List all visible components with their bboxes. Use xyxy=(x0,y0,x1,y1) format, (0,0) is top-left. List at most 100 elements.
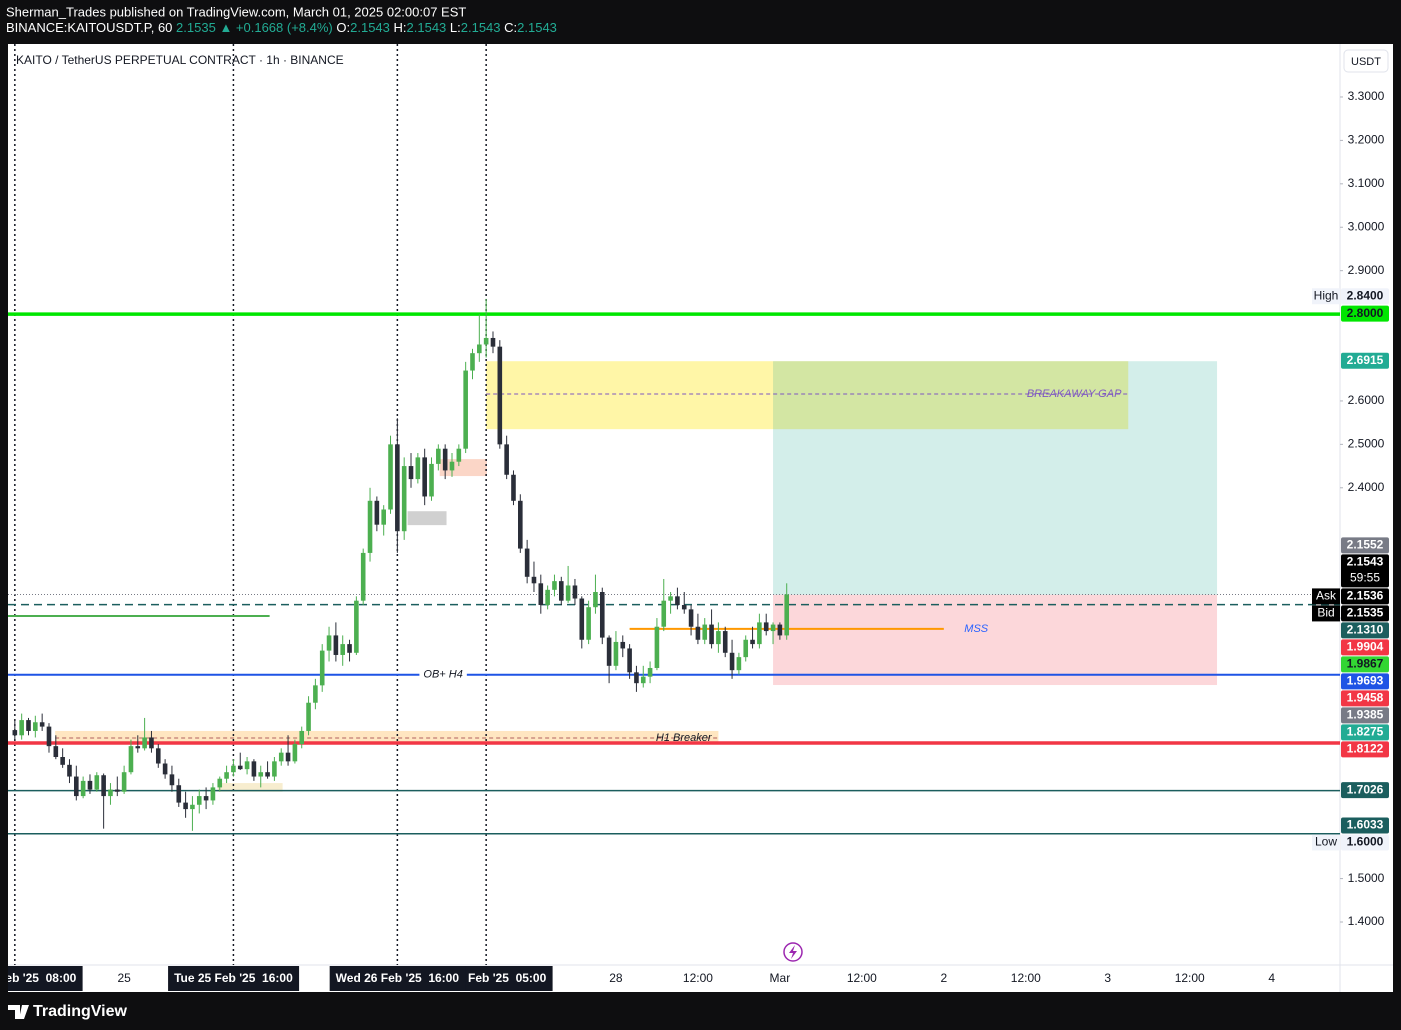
drawing-label: H1 Breaker xyxy=(656,732,713,744)
price-badge-label: 1.8122 xyxy=(1347,742,1384,756)
price-tag xyxy=(1312,834,1340,851)
profit-zone xyxy=(773,361,1218,595)
y-tick-label: 2.4000 xyxy=(1348,480,1385,494)
y-tick-label: 3.0000 xyxy=(1348,219,1385,233)
x-tick-label: 28 xyxy=(609,971,623,985)
candle-body xyxy=(750,639,755,645)
logo-mark xyxy=(8,1005,29,1019)
candle-body xyxy=(94,775,100,790)
y-tick-label: 3.3000 xyxy=(1348,89,1385,103)
price-tag xyxy=(1312,605,1340,622)
x-tick-label: 12:00 xyxy=(1175,971,1205,985)
symbol-line: BINANCE:KAITOUSDT.P, 60 2.1535 ▲ +0.1668… xyxy=(6,20,557,35)
candle-body xyxy=(757,622,762,645)
candle-body xyxy=(442,448,448,471)
y-tick-label: 2.9000 xyxy=(1348,263,1385,277)
candle-body xyxy=(196,796,202,805)
candle-body xyxy=(169,774,175,786)
x-tick-label: 12:00 xyxy=(847,971,877,985)
ohlc-value: 2.1543 xyxy=(517,20,557,35)
price-badge-label: 1.8275 xyxy=(1347,725,1384,739)
candle-body xyxy=(709,624,714,645)
candle-body xyxy=(258,772,264,777)
symbol: BINANCE:KAITOUSDT.P, 60 xyxy=(6,20,172,35)
candle-body xyxy=(477,344,482,354)
last-price: 2.1535 xyxy=(176,20,216,35)
price-badge xyxy=(1341,741,1389,758)
candle-body xyxy=(33,722,38,731)
price-badge xyxy=(1341,622,1389,639)
candle-body xyxy=(60,757,65,765)
price-badge-label: 2.1310 xyxy=(1347,623,1384,637)
candle-body xyxy=(278,752,284,762)
price-badge xyxy=(1341,707,1389,724)
candle-body xyxy=(490,337,496,347)
plot-area: BREAKAWAY GAP MSS OB+ H4 H1 Breaker xyxy=(8,44,1340,965)
candle-body xyxy=(552,581,557,590)
x-tick-label: 25 xyxy=(117,971,131,985)
candle-body xyxy=(429,463,434,497)
footer-logo: TradingView xyxy=(8,1003,128,1020)
candle-body xyxy=(237,765,243,770)
candle-body xyxy=(101,775,106,797)
candle-body xyxy=(504,444,509,475)
ohlc-key: L: xyxy=(450,20,461,35)
candle-body xyxy=(74,776,79,797)
candle-body xyxy=(470,353,475,371)
x-tick-label: 3 xyxy=(1104,971,1111,985)
candle-body xyxy=(19,720,24,736)
time-marker-badge xyxy=(168,966,300,991)
candle-body xyxy=(12,730,18,736)
ohlc-key: C: xyxy=(504,20,517,35)
candle-body xyxy=(183,802,188,810)
candle-body xyxy=(121,772,127,792)
countdown: 59:55 xyxy=(1350,571,1380,585)
y-tick-label: 3.1000 xyxy=(1348,176,1385,190)
candle-body xyxy=(640,676,646,684)
candle-body xyxy=(558,581,564,601)
candle-body xyxy=(374,500,380,525)
price-badge-label: 2.8400 xyxy=(1347,288,1384,302)
candle-body xyxy=(743,639,749,658)
candle-body xyxy=(39,722,45,727)
candle-body xyxy=(299,730,305,744)
price-badge-label: 1.9458 xyxy=(1347,691,1384,705)
candle-body xyxy=(784,594,790,636)
candle-body xyxy=(524,548,530,577)
candle-body xyxy=(415,457,421,480)
candle-body xyxy=(777,624,783,636)
time-marker-label: Mon 24 Feb '25 08:00 xyxy=(0,971,77,985)
candle-body xyxy=(688,609,694,627)
time-marker-label: Tue 25 Feb '25 16:00 xyxy=(174,971,293,985)
candle-body xyxy=(395,444,400,532)
loss-zone xyxy=(773,594,1218,686)
currency-label: USDT xyxy=(1351,56,1381,68)
candle-body xyxy=(231,765,236,773)
candle-body xyxy=(675,596,680,606)
chart-title: KAITO / TetherUS PERPETUAL CONTRACT · 1h… xyxy=(16,53,344,67)
price-badge xyxy=(1341,782,1389,799)
price-badge xyxy=(1341,305,1389,322)
currency-button[interactable] xyxy=(1343,49,1389,73)
time-marker-badge xyxy=(329,966,466,991)
ohlc-value: 2.1543 xyxy=(461,20,501,35)
price-tag-label: Low xyxy=(1315,835,1337,849)
candle-body xyxy=(456,448,462,462)
price-tag-label: Ask xyxy=(1316,589,1337,603)
candle-body xyxy=(538,583,544,606)
candle-body xyxy=(326,635,332,651)
price-change: ▲ +0.1668 (+8.4%) xyxy=(219,20,332,35)
replay-icon[interactable] xyxy=(783,942,803,962)
y-tick-label: 1.5000 xyxy=(1348,871,1385,885)
x-tick-label: 12:00 xyxy=(683,971,713,985)
price-badge xyxy=(1341,724,1389,741)
price-badge-label: 1.6000 xyxy=(1347,835,1384,849)
price-badge-label: 1.9904 xyxy=(1347,640,1384,654)
price-badge xyxy=(1341,537,1389,554)
candle-body xyxy=(716,631,721,645)
candle-body xyxy=(142,737,147,749)
candle-body xyxy=(190,804,195,810)
candle-body xyxy=(722,631,728,653)
ohlc-key: H: xyxy=(394,20,407,35)
drawing-label: OB+ H4 xyxy=(423,669,462,681)
